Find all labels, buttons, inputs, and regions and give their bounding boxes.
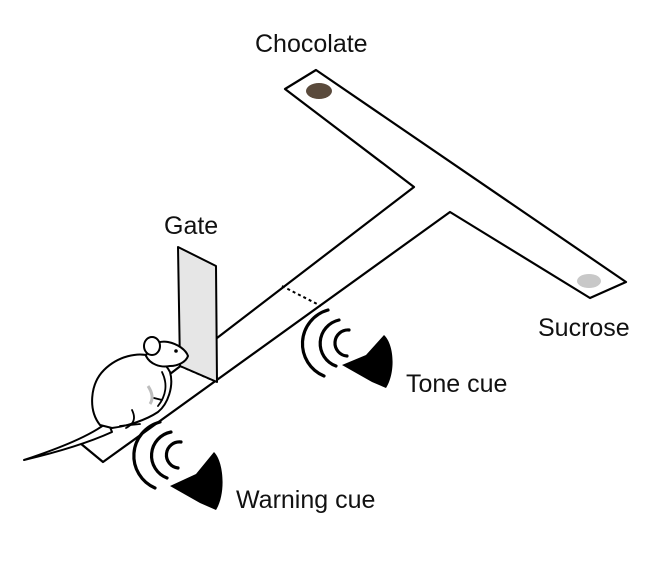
sucrose-label: Sucrose [538, 314, 630, 342]
mouse-leg-shade [146, 385, 154, 405]
gate [177, 246, 218, 383]
tone-cue-speaker [300, 308, 393, 388]
decision-line [281, 285, 322, 307]
mouse-hind-foot [119, 423, 141, 427]
mouse-eye [174, 349, 178, 353]
speaker-icon [170, 452, 223, 510]
tone-cue-label: Tone cue [406, 370, 507, 398]
warning-cue-label: Warning cue [236, 486, 375, 514]
warning-cue-speaker [132, 420, 223, 510]
chocolate-label: Chocolate [255, 30, 368, 58]
mouse-ear [143, 336, 161, 356]
sound-waves-icon [300, 308, 351, 378]
mouse-front-paw [153, 397, 163, 401]
mouse-hind-leg [125, 409, 135, 429]
speaker-icon [342, 335, 393, 388]
mouse-icon [23, 336, 189, 461]
mouse-front-leg [157, 371, 167, 407]
sucrose-reward [577, 274, 601, 288]
gate-label: Gate [164, 212, 218, 240]
sound-waves-icon [132, 420, 183, 490]
chocolate-reward [306, 83, 332, 99]
